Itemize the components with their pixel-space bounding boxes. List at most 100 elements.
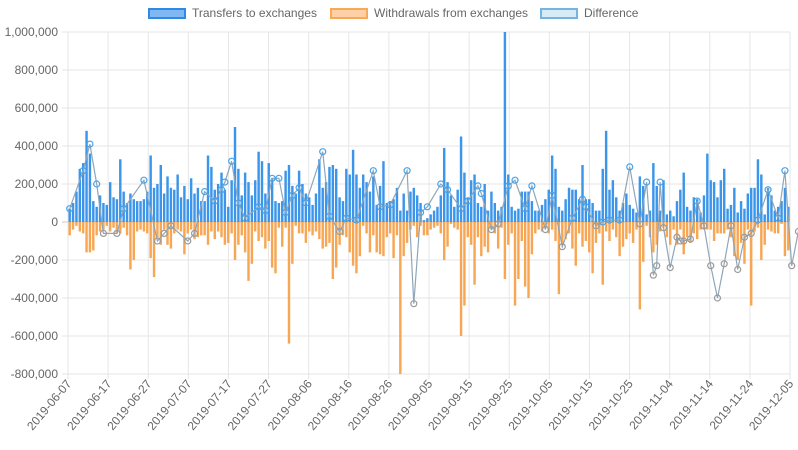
difference-point bbox=[99, 229, 108, 237]
withdrawal-bar bbox=[291, 222, 294, 264]
legend-item-difference[interactable]: Difference bbox=[540, 6, 638, 20]
difference-point bbox=[558, 243, 566, 251]
transfer-bar bbox=[675, 201, 679, 222]
transfer-bar bbox=[260, 161, 264, 222]
transfer-bar bbox=[392, 199, 395, 222]
transfer-bar bbox=[679, 189, 682, 222]
grid-layer bbox=[62, 31, 791, 379]
withdrawal-bar bbox=[119, 222, 122, 234]
legend-label-transfers: Transfers to exchanges bbox=[192, 6, 317, 20]
difference-point bbox=[528, 182, 536, 190]
withdrawal-bar bbox=[496, 222, 500, 249]
withdrawal-bar bbox=[112, 222, 115, 228]
withdrawal-bar bbox=[254, 222, 257, 232]
transfer-bar bbox=[736, 212, 739, 222]
transfer-bar bbox=[510, 206, 513, 222]
transfer-bar bbox=[577, 199, 581, 222]
withdrawal-bar bbox=[773, 222, 777, 234]
transfer-bar bbox=[81, 163, 85, 222]
transfer-bar bbox=[78, 168, 82, 222]
transfer-bar bbox=[733, 187, 736, 222]
transfer-bar bbox=[655, 185, 658, 222]
transfer-bar bbox=[112, 197, 115, 222]
legend-item-withdrawals[interactable]: Withdrawals from exchanges bbox=[330, 6, 528, 20]
withdrawal-bar bbox=[335, 222, 338, 268]
transfer-bar bbox=[588, 199, 591, 222]
difference-point bbox=[676, 237, 684, 245]
withdrawal-bar bbox=[132, 222, 136, 260]
transfer-bar bbox=[365, 182, 368, 222]
difference-point bbox=[153, 237, 162, 245]
legend-swatch-difference bbox=[540, 7, 578, 19]
transfer-bar bbox=[773, 210, 777, 222]
withdrawal-bar bbox=[469, 222, 473, 245]
withdrawal-bar bbox=[223, 222, 227, 245]
withdrawal-bar bbox=[473, 222, 476, 285]
difference-point bbox=[474, 182, 482, 190]
withdrawal-bar bbox=[169, 222, 173, 249]
transfer-bar bbox=[385, 203, 389, 222]
withdrawal-bar bbox=[453, 222, 456, 228]
withdrawal-bar bbox=[517, 222, 520, 279]
withdrawal-bar bbox=[142, 222, 146, 232]
withdrawal-bar bbox=[510, 222, 513, 234]
transfer-bar bbox=[318, 159, 321, 222]
transfer-bar bbox=[257, 151, 260, 222]
withdrawal-bar bbox=[490, 222, 493, 230]
transfer-bar bbox=[557, 206, 561, 222]
difference-point bbox=[599, 218, 607, 226]
withdrawal-bar bbox=[257, 222, 260, 241]
transfer-bar bbox=[351, 149, 355, 222]
withdrawal-bar bbox=[591, 222, 594, 274]
transfer-bar bbox=[496, 210, 500, 222]
transfer-bar bbox=[125, 203, 129, 222]
withdrawal-bar bbox=[733, 222, 736, 257]
transfer-bar bbox=[709, 180, 712, 222]
difference-point bbox=[201, 188, 209, 196]
y-tick-label: -400,000 bbox=[11, 291, 59, 305]
transfer-bar bbox=[220, 172, 223, 222]
transfer-bar bbox=[156, 184, 159, 222]
withdrawal-bar bbox=[162, 222, 166, 230]
transfer-bar bbox=[149, 155, 152, 222]
withdrawal-bar bbox=[679, 222, 682, 230]
withdrawal-bar bbox=[550, 222, 554, 230]
withdrawal-bar bbox=[247, 222, 250, 281]
withdrawal-bar bbox=[594, 222, 598, 243]
withdrawal-bar bbox=[601, 222, 604, 285]
withdrawal-bar bbox=[439, 222, 443, 234]
difference-point bbox=[727, 222, 735, 230]
difference-point bbox=[211, 197, 219, 205]
difference-point bbox=[113, 229, 121, 237]
transfer-bar bbox=[348, 174, 351, 222]
withdrawal-bar bbox=[645, 222, 648, 226]
withdrawal-bar bbox=[92, 222, 95, 251]
difference-point bbox=[376, 203, 384, 211]
transfer-bar bbox=[270, 178, 274, 222]
transfer-bar bbox=[345, 168, 348, 222]
transfer-bar bbox=[119, 159, 122, 222]
transfer-bar bbox=[277, 203, 281, 222]
withdrawal-bar bbox=[105, 222, 109, 226]
difference-point bbox=[707, 262, 715, 270]
legend-item-transfers[interactable]: Transfers to exchanges bbox=[148, 6, 317, 20]
difference-point bbox=[659, 224, 668, 232]
transfer-bar bbox=[328, 166, 331, 222]
transfer-bar bbox=[122, 191, 125, 222]
y-tick-label: 600,000 bbox=[15, 101, 59, 115]
withdrawal-bar bbox=[571, 222, 574, 249]
transfer-bar bbox=[658, 210, 662, 222]
transfer-bar bbox=[517, 208, 520, 222]
legend-swatch-transfers bbox=[148, 7, 186, 19]
transfer-bar bbox=[129, 193, 132, 222]
transfer-bar bbox=[355, 174, 358, 222]
withdrawal-bar bbox=[412, 222, 416, 226]
transfer-bar bbox=[746, 193, 750, 222]
withdrawal-bar bbox=[776, 222, 780, 234]
transfer-bar bbox=[500, 206, 503, 222]
transfer-bar bbox=[189, 178, 193, 222]
transfer-bar bbox=[567, 187, 571, 222]
withdrawal-bar bbox=[196, 222, 200, 238]
withdrawal-bar bbox=[625, 222, 628, 240]
withdrawal-bar bbox=[186, 222, 189, 234]
